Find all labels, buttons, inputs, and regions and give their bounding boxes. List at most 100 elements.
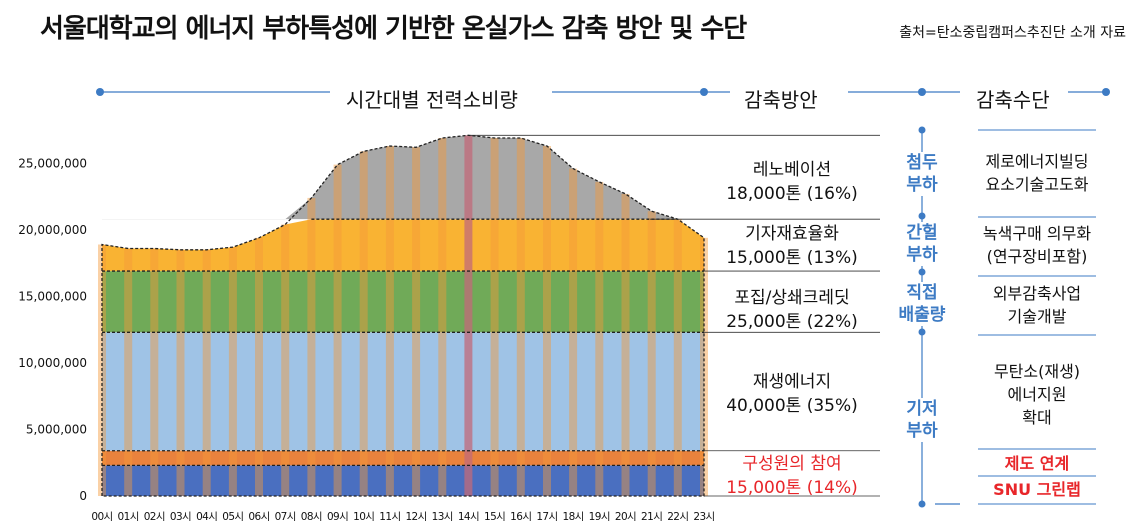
y-tick-label: 10,000,000 xyxy=(18,356,87,370)
hour-bar-20 xyxy=(621,193,630,496)
hour-bar-17 xyxy=(543,146,551,496)
x-tick-label: 08시 xyxy=(301,511,322,523)
page-title: 서울대학교의 에너지 부하특성에 기반한 온실가스 감축 방안 및 수단 xyxy=(40,14,747,44)
y-tick-label: 25,000,000 xyxy=(18,156,87,170)
hour-bar-19 xyxy=(595,181,604,496)
x-tick-label: 23시 xyxy=(693,511,714,523)
hour-bar-11 xyxy=(385,146,394,496)
hour-bar-1 xyxy=(124,248,133,496)
load-axis-dot-3 xyxy=(918,328,926,336)
strategy-amount: 15,000톤 (14%) xyxy=(726,478,858,498)
consumption-outline xyxy=(101,134,705,497)
strategy-name: 구성원의 참여 xyxy=(742,454,842,474)
strategy-item: 기자재효율화 15,000톤 (13%) xyxy=(716,222,868,270)
x-tick-label: 00시 xyxy=(91,511,112,523)
means-item: 녹색구매 의무화 (연구장비포함) xyxy=(968,222,1106,268)
load-type: 간헐 부하 xyxy=(892,222,952,266)
hour-bar-5 xyxy=(228,247,237,496)
load-type-label: 첨두 xyxy=(906,153,938,173)
hour-bar-22 xyxy=(673,219,682,496)
strategy-item: 포집/상쇄크레딧 25,000톤 (22%) xyxy=(716,286,868,334)
x-tick-label: 16시 xyxy=(510,511,531,523)
x-tick-label: 07시 xyxy=(275,511,296,523)
header-strategy: 감축방안 xyxy=(738,84,824,113)
load-axis-dot-4 xyxy=(918,500,926,508)
means-item: SNU 그린랩 xyxy=(968,478,1106,501)
x-tick-label: 10시 xyxy=(353,511,374,523)
band-5 xyxy=(102,135,704,220)
strategy-amount: 25,000톤 (22%) xyxy=(726,312,858,332)
load-type-label: 기저 xyxy=(906,399,938,419)
source-note: 출처=탄소중립캠퍼스추진단 소개 자료 xyxy=(899,25,1126,41)
load-type-label: 직접 xyxy=(906,283,938,303)
x-tick-label: 13시 xyxy=(432,511,453,523)
means-label: 무탄소(재생) xyxy=(993,362,1081,381)
load-type-label: 부하 xyxy=(906,245,938,265)
hour-bar-16 xyxy=(516,138,525,496)
hour-bar-2 xyxy=(150,248,159,496)
y-tick-label: 15,000,000 xyxy=(18,289,87,303)
hour-bar-14 xyxy=(464,135,473,497)
hour-bar-4 xyxy=(202,249,211,496)
load-type-label: 부하 xyxy=(906,175,938,195)
x-tick-label: 20시 xyxy=(615,511,636,523)
x-tick-label: 18시 xyxy=(563,511,584,523)
load-axis-dot-2 xyxy=(918,268,926,276)
strategy-amount: 40,000톤 (35%) xyxy=(726,396,858,416)
strategy-item: 재생에너지 40,000톤 (35%) xyxy=(716,370,868,418)
strategy-item: 구성원의 참여 15,000톤 (14%) xyxy=(716,452,868,500)
load-type: 직접 배출량 xyxy=(892,282,952,326)
band-1 xyxy=(102,450,704,466)
band-0 xyxy=(102,465,704,496)
strategy-name: 포집/상쇄크레딧 xyxy=(734,288,850,308)
load-axis-dot-0 xyxy=(918,126,926,134)
means-label: 제도 연계 xyxy=(1004,454,1070,473)
y-tick-label: 0 xyxy=(79,489,87,503)
x-tick-label: 02시 xyxy=(144,511,165,523)
x-tick-label: 17시 xyxy=(536,511,557,523)
load-type-label: 배출량 xyxy=(898,305,946,325)
header-dot-0 xyxy=(96,88,104,96)
x-tick-label: 22시 xyxy=(667,511,688,523)
hour-bar-15 xyxy=(490,138,499,496)
x-tick-label: 14시 xyxy=(458,511,479,523)
hour-stripes xyxy=(98,135,708,497)
means-label: 외부감축사업 xyxy=(992,284,1082,303)
hour-bar-8 xyxy=(307,197,316,496)
header-dot-2 xyxy=(918,88,926,96)
band-4 xyxy=(102,219,704,272)
band-2 xyxy=(102,332,704,451)
hour-bar-6 xyxy=(255,237,263,497)
means-label: 녹색구매 의무화 xyxy=(982,224,1092,243)
energy-bands xyxy=(102,135,704,496)
x-tick-label: 05시 xyxy=(222,511,243,523)
y-tick-label: 20,000,000 xyxy=(18,223,87,237)
hour-bar-3 xyxy=(176,249,185,496)
strategy-name: 재생에너지 xyxy=(752,372,832,392)
x-tick-label: 19시 xyxy=(589,511,610,523)
load-type-label: 부하 xyxy=(906,421,938,441)
header-dot-1 xyxy=(700,88,708,96)
band-3 xyxy=(102,271,704,333)
x-tick-label: 12시 xyxy=(405,511,426,523)
means-item: 제도 연계 xyxy=(968,452,1106,475)
x-axis: 00시 01시 02시 03시 04시 05시 06시 07시 08시 09시 10시 11시 12시 1… xyxy=(91,511,715,523)
means-label: (연구장비포함) xyxy=(986,247,1088,266)
hour-bar-7 xyxy=(281,224,290,496)
hour-bar-23 xyxy=(700,237,708,497)
x-tick-label: 21시 xyxy=(641,511,662,523)
x-tick-label: 01시 xyxy=(118,511,139,523)
hour-bar-21 xyxy=(647,211,656,496)
hour-bar-10 xyxy=(359,151,368,497)
hour-bar-13 xyxy=(438,138,447,496)
means-label: 요소기술고도화 xyxy=(985,175,1089,194)
hour-bar-9 xyxy=(333,164,342,496)
x-tick-label: 15시 xyxy=(484,511,505,523)
means-label: 기술개발 xyxy=(1007,307,1067,326)
load-axis-dot-1 xyxy=(918,212,926,220)
means-item: 무탄소(재생) 에너지원 확대 xyxy=(968,360,1106,429)
means-label: 확대 xyxy=(1022,408,1052,427)
x-tick-label: 06시 xyxy=(248,511,269,523)
